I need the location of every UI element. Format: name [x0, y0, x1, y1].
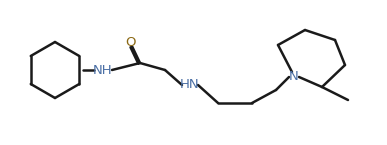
Text: HN: HN: [180, 78, 200, 91]
Text: N: N: [289, 70, 299, 84]
Text: NH: NH: [93, 64, 113, 77]
Text: O: O: [125, 36, 135, 48]
